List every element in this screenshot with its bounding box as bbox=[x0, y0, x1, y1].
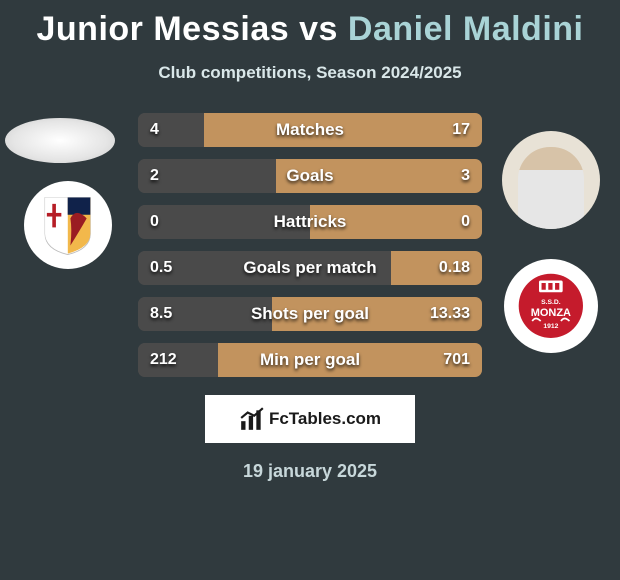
stat-label: Goals bbox=[138, 159, 482, 193]
stat-row: 23Goals bbox=[138, 159, 482, 193]
comparison-title: Junior Messias vs Daniel Maldini bbox=[0, 0, 620, 49]
subtitle: Club competitions, Season 2024/2025 bbox=[0, 63, 620, 83]
stat-label: Hattricks bbox=[138, 205, 482, 239]
date-text: 19 january 2025 bbox=[0, 461, 620, 482]
svg-text:S.S.D.: S.S.D. bbox=[541, 299, 561, 306]
stat-label: Goals per match bbox=[138, 251, 482, 285]
player2-club-badge: S.S.D. MONZA 1912 bbox=[504, 259, 598, 353]
genoa-crest-icon bbox=[36, 193, 99, 256]
player1-club-badge bbox=[24, 181, 112, 269]
stat-bars: 417Matches 23Goals 00Hattricks 0.50.18Goals… bbox=[138, 113, 482, 377]
chart-icon bbox=[239, 406, 265, 432]
monza-crest-icon: S.S.D. MONZA 1912 bbox=[517, 272, 585, 340]
svg-text:MONZA: MONZA bbox=[531, 307, 571, 319]
player1-name: Junior Messias bbox=[37, 10, 290, 48]
logo-text: FcTables.com bbox=[269, 409, 381, 429]
stat-row: 417Matches bbox=[138, 113, 482, 147]
svg-text:1912: 1912 bbox=[543, 323, 558, 330]
fctables-logo: FcTables.com bbox=[205, 395, 415, 443]
stat-label: Min per goal bbox=[138, 343, 482, 377]
vs-text: vs bbox=[299, 10, 338, 48]
player1-photo bbox=[5, 118, 115, 163]
comparison-body: S.S.D. MONZA 1912 417Matches 23Goals 00Hat… bbox=[0, 113, 620, 377]
stat-row: 212701Min per goal bbox=[138, 343, 482, 377]
stat-row: 00Hattricks bbox=[138, 205, 482, 239]
player2-name: Daniel Maldini bbox=[348, 10, 584, 48]
stat-label: Shots per goal bbox=[138, 297, 482, 331]
stat-label: Matches bbox=[138, 113, 482, 147]
stat-row: 8.513.33Shots per goal bbox=[138, 297, 482, 331]
player2-photo bbox=[502, 131, 600, 229]
stat-row: 0.50.18Goals per match bbox=[138, 251, 482, 285]
